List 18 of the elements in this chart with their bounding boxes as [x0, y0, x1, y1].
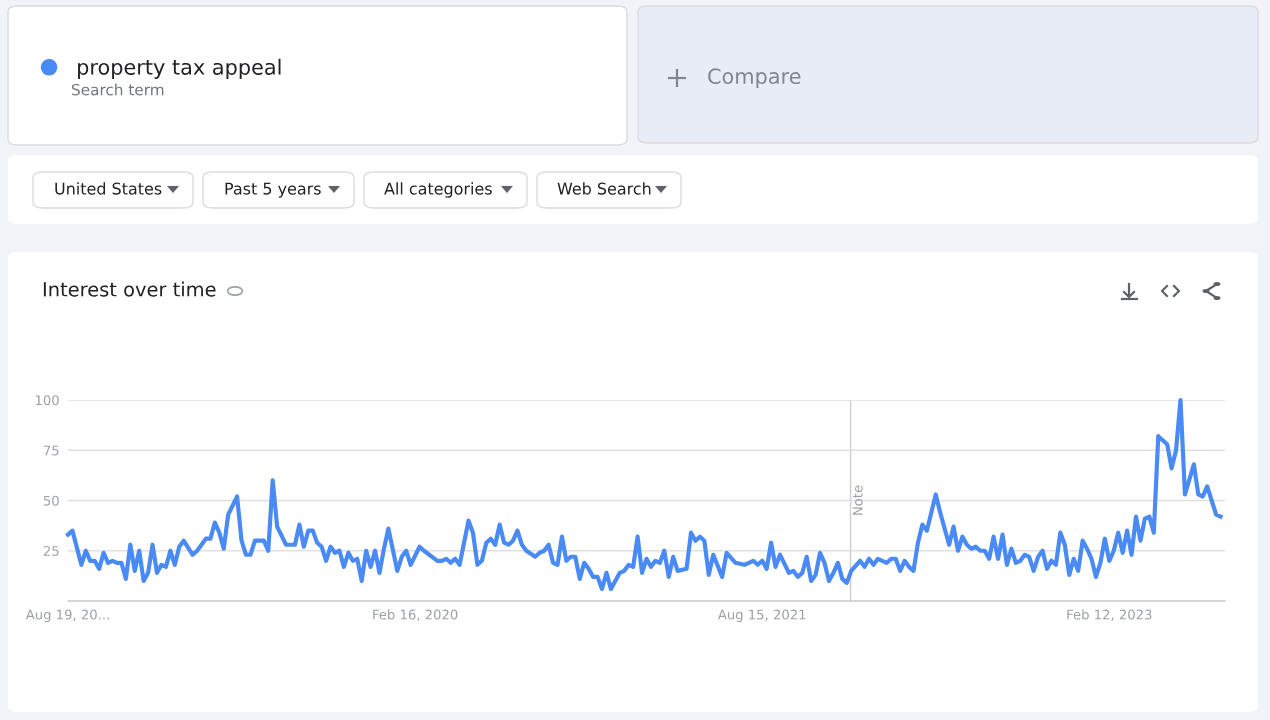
y-tick-label: 75 [43, 445, 59, 456]
text: Web Search [557, 182, 651, 195]
text: All categories [384, 182, 492, 198]
y-tick-label: 100 [35, 395, 59, 406]
line-series [65, 397, 1223, 592]
x-tick-label: Aug 19, 20... [25, 609, 109, 623]
text: Past 5 years [225, 182, 321, 198]
x-tick-label: Feb 12, 2023 [1067, 609, 1152, 621]
ref-line-label: Note [852, 485, 863, 515]
y-tick-label: 25 [43, 545, 59, 556]
text: Search term [72, 83, 164, 96]
x-tick-label: Aug 15, 2021 [717, 609, 806, 623]
chart-title: Interest over time [43, 281, 216, 297]
text: Compare [708, 68, 801, 89]
y-tick-label: 50 [43, 495, 59, 506]
text: United States [55, 182, 162, 195]
x-tick-label: Feb 16, 2020 [373, 609, 458, 621]
legend-label: property tax appeal [78, 58, 281, 79]
